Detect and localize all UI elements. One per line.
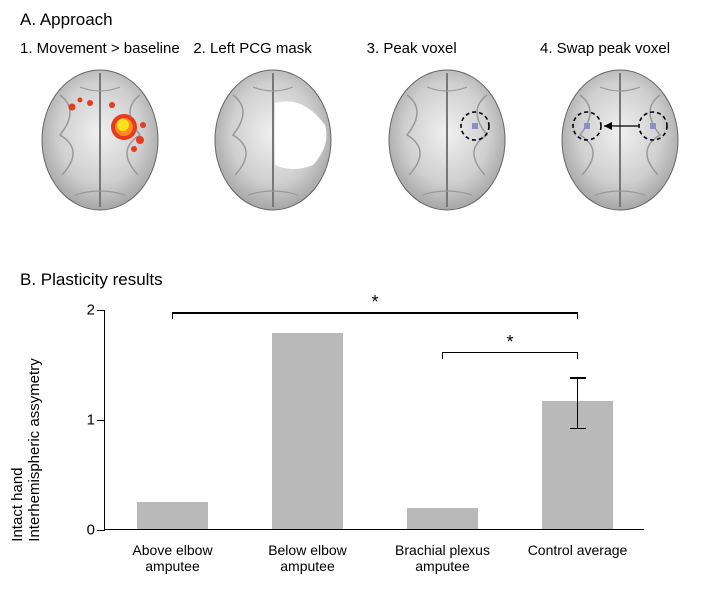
y-tick [97,530,105,531]
brain-step-1-label: 1. Movement > baseline [20,40,180,57]
brain-step-4-label: 4. Swap peak voxel [540,40,700,57]
x-tick-label: Above elbowamputee [105,542,240,574]
y-axis-label: Intact hand Interhemispheric assymetry [9,358,43,541]
brain-step-3-label: 3. Peak voxel [367,40,527,57]
bar [272,333,342,529]
y-tick [97,420,105,421]
error-cap [570,428,586,430]
sig-bracket-drop [172,312,174,319]
panel-b: B. Plasticity results Intact hand Interh… [20,270,700,600]
x-tick-label: Below elbowamputee [240,542,375,574]
sig-bracket-drop [577,352,579,359]
y-tick-label: 0 [75,522,95,539]
sig-bracket-drop [577,312,579,319]
error-cap [570,377,586,379]
y-tick-label: 2 [75,302,95,319]
brain-step-2-label: 2. Left PCG mask [193,40,353,57]
ylabel-line2: Interhemispheric assymetry [26,358,43,541]
y-tick [97,310,105,311]
bar-chart: Intact hand Interhemispheric assymetry 0… [60,300,680,600]
sig-star: * [506,332,513,353]
sig-bracket-drop [442,352,444,359]
plot-area: 012Above elbowamputeeBelow elbowamputeeB… [104,310,644,530]
x-tick-label: Control average [510,542,645,558]
brain-step-1: 1. Movement > baseline [20,40,180,215]
brain-svg-3 [377,65,517,215]
error-bar [577,377,579,428]
sig-star: * [371,292,378,313]
brain-row: 1. Movement > baseline [20,40,700,215]
panel-b-title: B. Plasticity results [20,270,700,290]
brain-svg-2 [203,65,343,215]
brain-step-4: 4. Swap peak voxel [540,40,700,215]
ylabel-line1: Intact hand [9,467,26,541]
y-tick-label: 1 [75,412,95,429]
brain-step-3: 3. Peak voxel [367,40,527,215]
brain-svg-1 [30,65,170,215]
x-tick-label: Brachial plexusamputee [375,542,510,574]
panel-a-title: A. Approach [20,10,700,30]
panel-a: A. Approach 1. Movement > baseline [20,10,700,215]
brain-svg-4 [550,65,690,215]
brain-step-2: 2. Left PCG mask [193,40,353,215]
bar [407,508,477,529]
bar [137,502,207,530]
